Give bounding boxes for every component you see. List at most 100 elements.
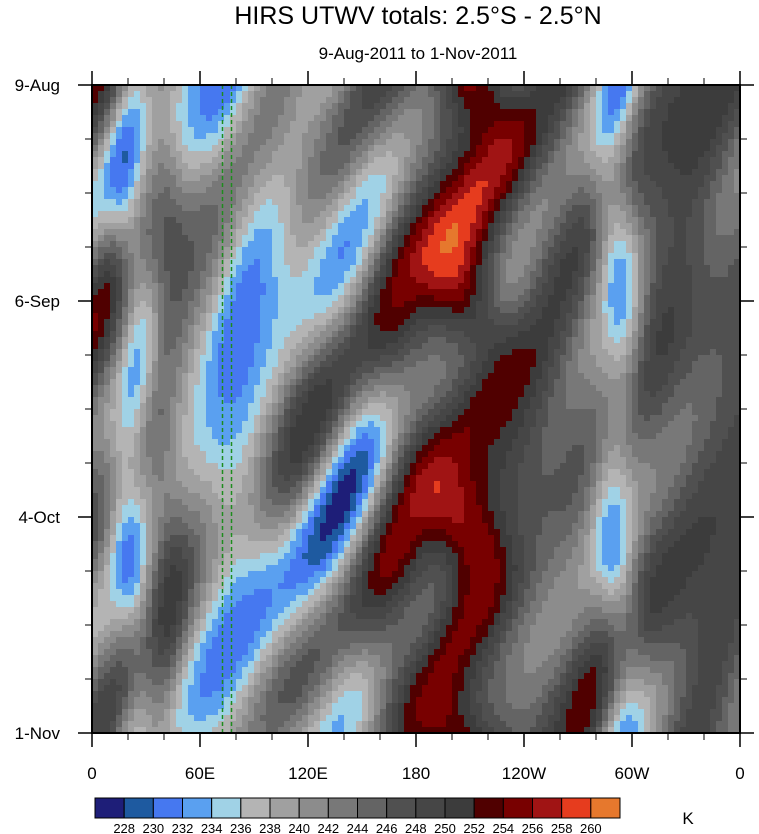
heatmap-cell — [596, 115, 603, 122]
heatmap-cell — [614, 127, 621, 134]
heatmap-cell — [248, 295, 255, 302]
heatmap-cell — [566, 247, 573, 254]
heatmap-cell — [146, 301, 153, 308]
heatmap-cell — [596, 223, 603, 230]
heatmap-cell — [566, 331, 573, 338]
heatmap-cell — [164, 283, 171, 290]
heatmap-cell — [506, 217, 513, 224]
heatmap-cell — [362, 91, 369, 98]
heatmap-cell — [374, 301, 381, 308]
heatmap-cell — [404, 247, 411, 254]
heatmap-cell — [470, 271, 477, 278]
heatmap-cell — [242, 163, 249, 170]
heatmap-cell — [692, 109, 699, 116]
heatmap-cell — [578, 205, 585, 212]
heatmap-cell — [146, 115, 153, 122]
heatmap-cell — [578, 127, 585, 134]
heatmap-cell — [536, 121, 543, 128]
heatmap-cell — [194, 235, 201, 242]
heatmap-cell — [410, 277, 417, 284]
heatmap-cell — [422, 199, 429, 206]
heatmap-cell — [200, 265, 207, 272]
heatmap-cell — [728, 253, 735, 260]
heatmap-cell — [272, 265, 279, 272]
heatmap-cell — [92, 193, 99, 200]
heatmap-cell — [644, 133, 651, 140]
heatmap-cell — [104, 163, 111, 170]
heatmap-cell — [632, 301, 639, 308]
heatmap-cell — [638, 337, 645, 344]
heatmap-cell — [416, 181, 423, 188]
heatmap-cell — [590, 181, 597, 188]
heatmap-cell — [248, 247, 255, 254]
heatmap-cell — [644, 97, 651, 104]
heatmap-cell — [476, 115, 483, 122]
heatmap-cell — [398, 235, 405, 242]
heatmap-cell — [416, 283, 423, 290]
heatmap-cell — [626, 295, 633, 302]
heatmap-cell — [614, 187, 621, 194]
heatmap-cell — [164, 145, 171, 152]
heatmap-cell — [122, 253, 129, 260]
heatmap-cell — [212, 301, 219, 308]
heatmap-cell — [92, 169, 99, 176]
heatmap-cell — [350, 295, 357, 302]
heatmap-cell — [368, 247, 375, 254]
heatmap-cell — [638, 187, 645, 194]
heatmap-cell — [560, 121, 567, 128]
heatmap-cell — [236, 187, 243, 194]
heatmap-cell — [452, 205, 459, 212]
heatmap-cell — [464, 199, 471, 206]
heatmap-cell — [434, 265, 441, 272]
heatmap-cell — [374, 145, 381, 152]
heatmap-cell — [518, 187, 525, 194]
heatmap-cell — [530, 319, 537, 326]
heatmap-cell — [272, 271, 279, 278]
heatmap-cell — [122, 235, 129, 242]
heatmap-cell — [578, 223, 585, 230]
heatmap-cell — [674, 349, 681, 356]
heatmap-cell — [452, 169, 459, 176]
heatmap-cell — [128, 121, 135, 128]
heatmap-cell — [662, 151, 669, 158]
heatmap-cell — [104, 265, 111, 272]
heatmap-cell — [368, 343, 375, 350]
heatmap-cell — [128, 301, 135, 308]
heatmap-cell — [410, 127, 417, 134]
heatmap-cell — [374, 295, 381, 302]
heatmap-cell — [614, 205, 621, 212]
heatmap-cell — [704, 307, 711, 314]
heatmap-cell — [548, 271, 555, 278]
heatmap-cell — [104, 319, 111, 326]
heatmap-cell — [236, 247, 243, 254]
heatmap-cell — [422, 325, 429, 332]
heatmap-cell — [428, 169, 435, 176]
heatmap-cell — [542, 277, 549, 284]
heatmap-cell — [308, 175, 315, 182]
heatmap-cell — [290, 139, 297, 146]
heatmap-cell — [596, 331, 603, 338]
heatmap-cell — [344, 139, 351, 146]
heatmap-cell — [416, 319, 423, 326]
heatmap-cell — [308, 193, 315, 200]
heatmap-cell — [560, 145, 567, 152]
heatmap-cell — [272, 337, 279, 344]
heatmap-cell — [140, 295, 147, 302]
heatmap-cell — [650, 151, 657, 158]
heatmap-cell — [206, 217, 213, 224]
heatmap-cell — [236, 295, 243, 302]
heatmap-cell — [236, 253, 243, 260]
heatmap-cell — [626, 235, 633, 242]
heatmap-cell — [194, 151, 201, 158]
heatmap-cell — [260, 175, 267, 182]
heatmap-cell — [404, 115, 411, 122]
heatmap-cell — [398, 151, 405, 158]
heatmap-cell — [134, 145, 141, 152]
heatmap-cell — [548, 211, 555, 218]
heatmap-cell — [98, 313, 105, 320]
heatmap-cell — [656, 199, 663, 206]
heatmap-cell — [194, 115, 201, 122]
heatmap-cell — [494, 277, 501, 284]
heatmap-cell — [284, 187, 291, 194]
heatmap-cell — [194, 349, 201, 356]
